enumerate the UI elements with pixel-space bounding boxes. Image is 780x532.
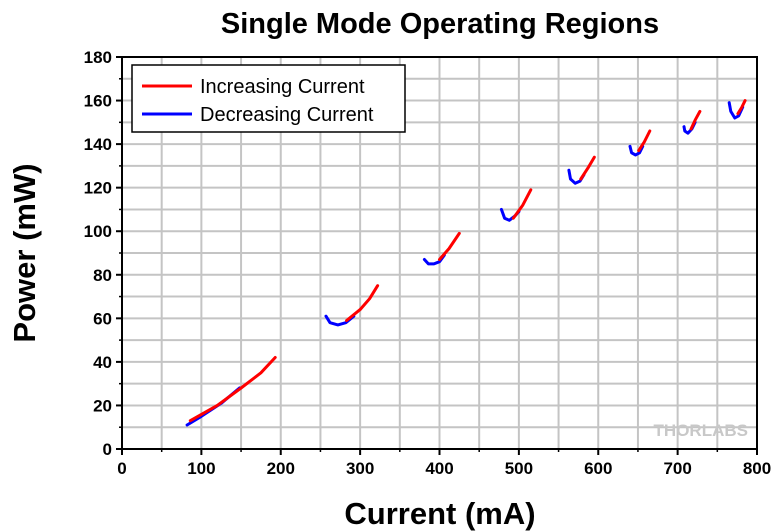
x-tick-label: 200 [267,459,295,478]
increasing-current-segment [689,109,702,131]
increasing-current-segment [579,155,596,181]
x-tick-label: 500 [505,459,533,478]
y-tick-label: 0 [103,440,112,459]
legend-box [131,64,406,133]
y-tick-label: 160 [84,92,112,111]
x-tick-label: 800 [743,459,771,478]
increasing-current-segment [637,129,652,153]
increasing-current-segment [736,99,747,116]
x-tick-label: 700 [663,459,691,478]
x-tick-label: 100 [187,459,215,478]
increasing-current-segment [188,356,277,423]
y-tick-label: 20 [93,396,112,415]
legend-label-increasing: Increasing Current [200,76,365,98]
legend-label-decreasing: Decreasing Current [200,104,374,126]
increasing-current-segment [511,188,533,220]
x-tick-label: 0 [117,459,126,478]
chart-title: Single Mode Operating Regions [221,8,659,40]
y-tick-label: 100 [84,222,112,241]
series-lines [185,99,747,427]
y-tick-label: 120 [84,179,112,198]
x-tick-label: 400 [425,459,453,478]
thorlabs-watermark: THORLABS [654,421,748,440]
y-tick-label: 60 [93,309,112,328]
y-tick-label: 180 [84,48,112,67]
y-tick-label: 80 [93,266,112,285]
decreasing-current-segment [628,144,645,157]
x-tick-label: 300 [346,459,374,478]
ticks: 0 100 200 300 400 500 600 700 800 0 20 40 60 80 100 120… [84,48,772,478]
x-tick-label: 600 [584,459,612,478]
y-tick-label: 140 [84,135,112,154]
increasing-current-segment [438,231,461,261]
legend: Increasing Current Decreasing Current [131,64,406,133]
increasing-current-segment [345,284,380,322]
x-axis-label: Current (mA) [344,496,535,531]
y-axis-label: Power (mW) [7,163,42,342]
y-tick-label: 40 [93,353,112,372]
